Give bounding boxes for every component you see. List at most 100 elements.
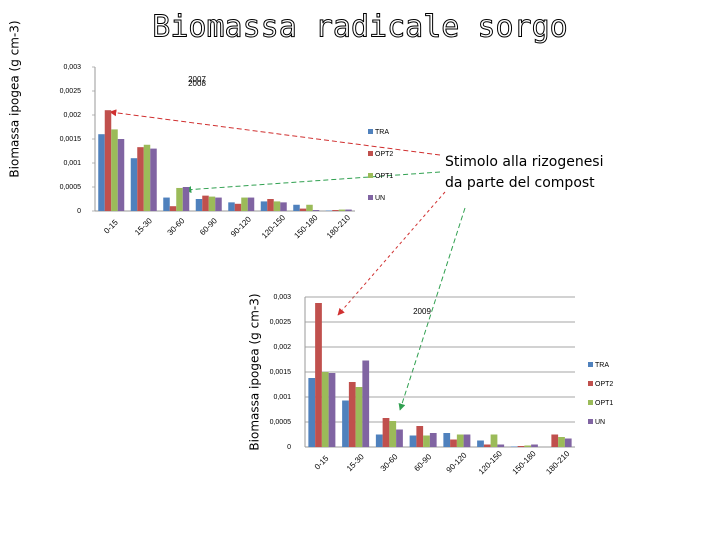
- x-tick-label: 90-120: [445, 450, 469, 474]
- legend-label: OPT2: [375, 151, 393, 158]
- arrow: [184, 171, 441, 194]
- y-tick-label: 0,003: [63, 64, 81, 71]
- y-tick-label: 0,0005: [60, 184, 82, 191]
- y-tick-label: 0,001: [273, 394, 291, 401]
- bar: [111, 129, 118, 211]
- legend-label: TRA: [595, 362, 609, 369]
- x-tick-label: 150-180: [511, 449, 539, 477]
- y-tick-label: 0,003: [273, 294, 291, 301]
- bar: [328, 373, 336, 447]
- legend-label: OPT2: [595, 381, 613, 388]
- x-tick-label: 30-60: [379, 452, 400, 473]
- bar: [321, 372, 329, 447]
- bar: [143, 144, 151, 211]
- bar: [345, 209, 352, 211]
- y-tick-label: 0,002: [273, 344, 291, 351]
- bar: [517, 446, 525, 447]
- bar: [355, 387, 363, 447]
- y-tick-label: 0,0025: [270, 319, 292, 326]
- callout: da parte del compost: [445, 175, 595, 191]
- bar: [531, 444, 538, 447]
- y-tick-label: 0,0015: [270, 369, 292, 376]
- bar: [137, 147, 144, 211]
- bar: [429, 433, 437, 447]
- bar: [423, 435, 430, 447]
- bar: [117, 139, 125, 211]
- bar: [362, 360, 370, 447]
- legend-label: TRA: [375, 129, 389, 136]
- bar: [450, 439, 457, 447]
- bar: [332, 210, 339, 211]
- annotation: 2009: [413, 307, 431, 316]
- bar: [163, 197, 170, 211]
- x-tick-label: 15-30: [345, 452, 366, 473]
- x-tick-label: 60-90: [412, 452, 433, 473]
- x-tick-label: 0-15: [102, 217, 120, 235]
- bar: [215, 197, 222, 211]
- bar: [456, 434, 464, 447]
- y-tick-label: 0,0005: [270, 419, 292, 426]
- bar: [293, 204, 300, 211]
- bar: [409, 435, 417, 447]
- bar: [416, 426, 424, 447]
- bar: [176, 187, 183, 211]
- bar: [497, 444, 505, 447]
- x-tick-label: 90-120: [229, 214, 253, 238]
- x-tick-label: 120-150: [477, 449, 505, 477]
- y-tick-label: 0,002: [63, 112, 81, 119]
- y-tick-label: 0,0025: [60, 88, 82, 95]
- bar: [169, 206, 177, 211]
- bar: [564, 438, 572, 447]
- y-tick-label: 0: [77, 208, 81, 215]
- bar: [477, 440, 484, 447]
- legend-label: UN: [375, 195, 385, 202]
- bar: [267, 199, 274, 211]
- bar: [98, 134, 105, 211]
- y-axis-label: Biomassa ipogea (g cm-3): [248, 293, 262, 450]
- legend-swatch: [368, 129, 373, 134]
- x-tick-label: 120-150: [260, 213, 288, 241]
- x-tick-label: 15-30: [133, 216, 154, 237]
- bar: [463, 434, 471, 447]
- bar: [312, 210, 320, 211]
- bar: [299, 208, 307, 211]
- legend-swatch: [588, 400, 593, 405]
- arrow: [337, 191, 446, 316]
- legend-swatch: [588, 362, 593, 367]
- legend-swatch: [368, 195, 373, 200]
- annotation: 2008: [188, 79, 206, 88]
- y-tick-label: 0,0015: [60, 136, 82, 143]
- bar: [483, 444, 491, 447]
- bar: [260, 201, 268, 211]
- x-tick-label: 0-15: [313, 453, 331, 471]
- legend-swatch: [368, 151, 373, 156]
- bar: [104, 110, 112, 211]
- x-tick-label: 180-210: [544, 449, 572, 477]
- y-tick-label: 0,001: [63, 160, 81, 167]
- bar: [375, 434, 383, 447]
- bar: [202, 195, 209, 211]
- bar: [228, 202, 235, 211]
- bar: [490, 434, 498, 447]
- bar: [342, 400, 349, 447]
- x-tick-label: 180-210: [325, 213, 353, 241]
- arrow: [398, 207, 466, 411]
- x-tick-label: 150-180: [292, 213, 320, 241]
- bar: [389, 421, 397, 447]
- bar: [524, 445, 532, 447]
- bar: [396, 429, 403, 447]
- bar: [558, 437, 565, 447]
- slide-title: Biomassa radicale sorgo: [152, 10, 567, 45]
- bar: [382, 418, 390, 447]
- bar: [241, 197, 248, 211]
- x-tick-label: 60-90: [198, 216, 219, 237]
- bar: [551, 434, 559, 447]
- bar: [208, 196, 216, 211]
- bar: [443, 433, 451, 447]
- annotation: 2007: [188, 75, 206, 84]
- bar: [348, 382, 356, 447]
- bar: [195, 199, 203, 211]
- legend-label: UN: [595, 419, 605, 426]
- callout: Stimolo alla rizogenesi: [445, 154, 604, 170]
